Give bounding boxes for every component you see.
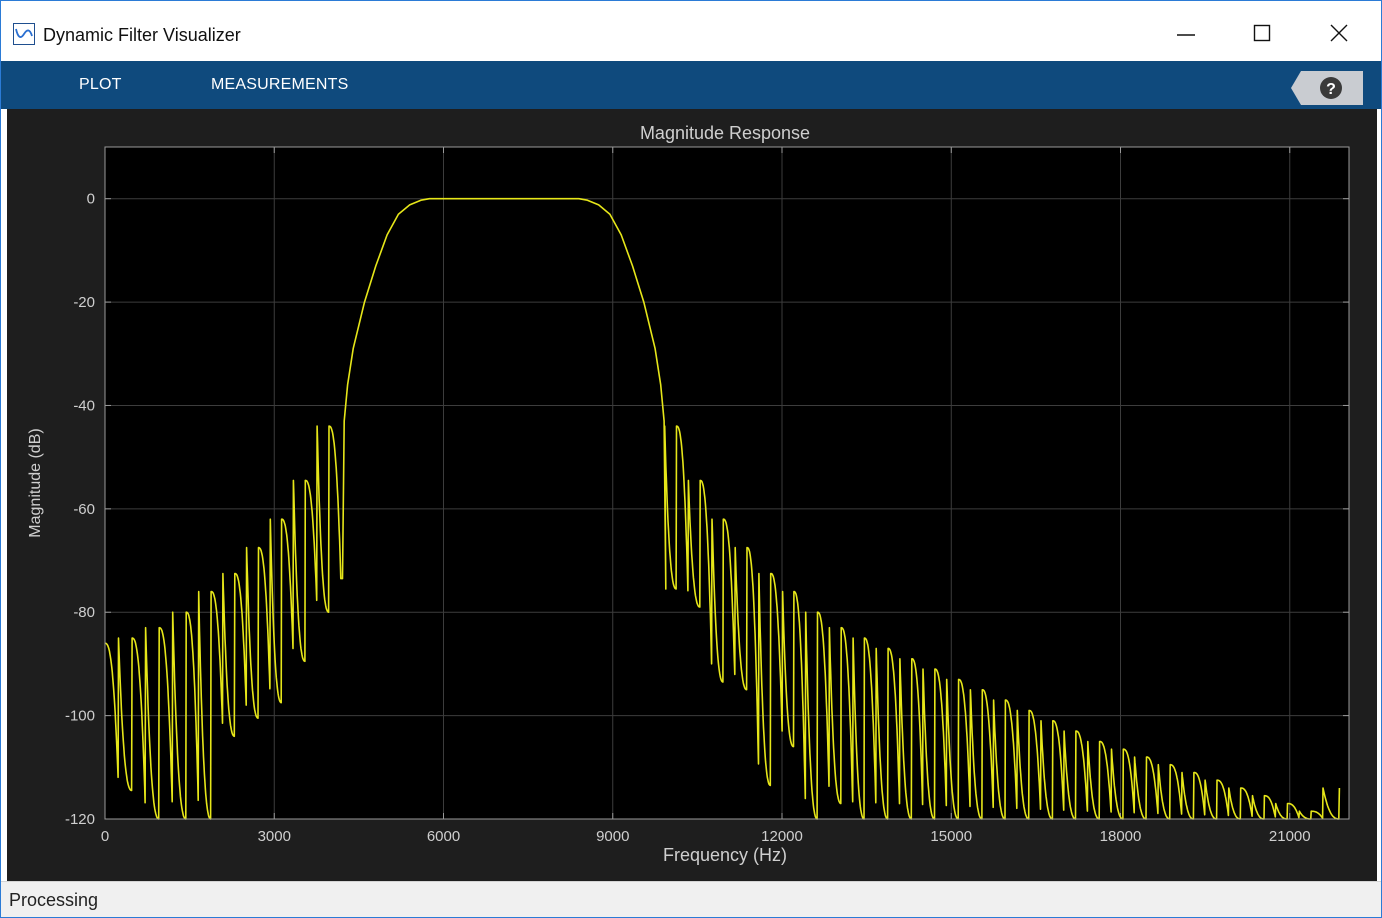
chart-title: Magnitude Response bbox=[640, 123, 810, 143]
close-button[interactable] bbox=[1314, 9, 1366, 59]
y-tick-label: -40 bbox=[73, 397, 95, 414]
x-tick-label: 3000 bbox=[258, 828, 291, 845]
y-tick-label: -120 bbox=[65, 811, 95, 828]
filter-response-icon bbox=[13, 23, 35, 45]
window-title: Dynamic Filter Visualizer bbox=[43, 25, 241, 45]
x-tick-label: 9000 bbox=[596, 828, 629, 845]
plot-area bbox=[105, 147, 1349, 819]
x-tick-label: 21000 bbox=[1269, 828, 1311, 845]
minimize-button[interactable] bbox=[1161, 9, 1213, 59]
toolstrip: PLOT MEASUREMENTS ? bbox=[1, 61, 1381, 109]
y-tick-label: -100 bbox=[65, 708, 95, 725]
maximize-button[interactable] bbox=[1237, 9, 1289, 59]
x-axis-label: Frequency (Hz) bbox=[663, 845, 787, 865]
status-text: Processing bbox=[9, 890, 99, 910]
y-tick-label: -80 bbox=[73, 604, 95, 621]
magnitude-response-chart[interactable]: Magnitude Response 0 3000 6000 9000 12000 150… bbox=[7, 109, 1377, 881]
tab-measurements[interactable]: MEASUREMENTS bbox=[211, 76, 349, 93]
x-tick-label: 0 bbox=[101, 828, 109, 845]
y-tick-label: -20 bbox=[73, 294, 95, 311]
x-tick-label: 18000 bbox=[1100, 828, 1142, 845]
x-tick-labels: 0 3000 6000 9000 12000 15000 18000 21000 bbox=[101, 828, 1311, 845]
y-tick-label: 0 bbox=[87, 191, 95, 208]
axes-box bbox=[104, 146, 1350, 820]
status-bar: Processing bbox=[1, 881, 1381, 917]
help-glyph: ? bbox=[1326, 81, 1336, 98]
y-tick-labels: 0 -20 -40 -60 -80 -100 -120 bbox=[65, 191, 95, 828]
help-icon bbox=[1320, 77, 1342, 99]
plot-figure: Magnitude Response 0 3000 6000 9000 12000 150… bbox=[7, 109, 1377, 881]
tab-plot[interactable]: PLOT bbox=[79, 76, 122, 93]
title-bar[interactable]: Dynamic Filter Visualizer bbox=[1, 1, 1381, 61]
x-tick-label: 12000 bbox=[761, 828, 803, 845]
help-button[interactable]: ? bbox=[1291, 71, 1363, 105]
x-tick-label: 6000 bbox=[427, 828, 460, 845]
y-axis-label: Magnitude (dB) bbox=[27, 428, 44, 537]
magnitude-response-line bbox=[104, 197, 1341, 820]
x-tick-label: 15000 bbox=[930, 828, 972, 845]
y-tick-label: -60 bbox=[73, 501, 95, 518]
